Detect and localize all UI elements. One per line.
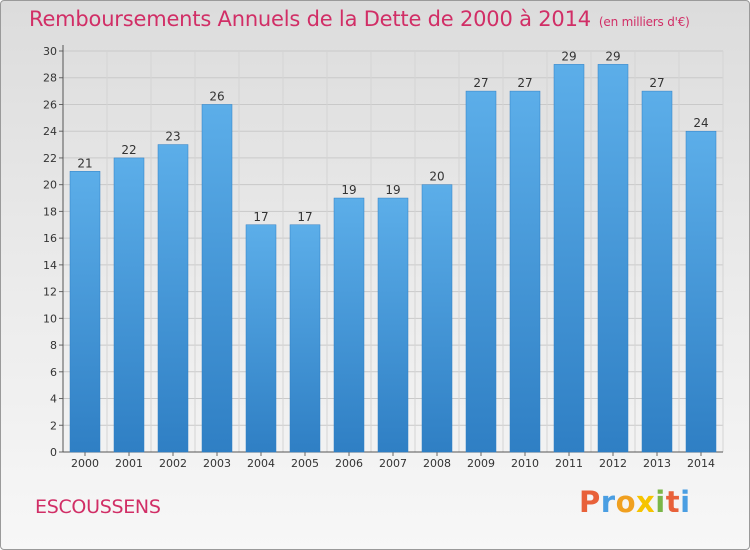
brand-letter: P bbox=[579, 485, 601, 519]
bar-2013 bbox=[641, 90, 673, 453]
y-tick-label: 10 bbox=[43, 312, 57, 325]
y-tick-label: 20 bbox=[43, 179, 57, 192]
y-tick-label: 28 bbox=[43, 72, 57, 85]
bar-2003 bbox=[201, 104, 233, 453]
bar-value-label: 29 bbox=[561, 49, 576, 63]
x-tick-label: 2009 bbox=[467, 457, 495, 470]
bar-value-label: 27 bbox=[649, 76, 664, 90]
x-tick-label: 2008 bbox=[423, 457, 451, 470]
x-tick-label: 2011 bbox=[555, 457, 583, 470]
bar-value-label: 19 bbox=[341, 183, 356, 197]
y-tick-label: 30 bbox=[43, 45, 57, 58]
y-tick-label: 24 bbox=[43, 125, 57, 138]
bar-2008 bbox=[421, 184, 453, 453]
x-tick-label: 2006 bbox=[335, 457, 363, 470]
y-tick-label: 18 bbox=[43, 205, 57, 218]
bar-2004 bbox=[245, 224, 277, 453]
y-tick-label: 16 bbox=[43, 232, 57, 245]
y-tick-label: 22 bbox=[43, 152, 57, 165]
bar-2005 bbox=[289, 224, 321, 453]
bar-2007 bbox=[377, 197, 409, 453]
brand-logo: Proxiti bbox=[579, 485, 691, 519]
bar-value-label: 22 bbox=[121, 143, 136, 157]
bar-value-label: 23 bbox=[165, 130, 180, 144]
location-name: ESCOUSSENS bbox=[35, 496, 161, 518]
x-tick-label: 2001 bbox=[115, 457, 143, 470]
x-tick-label: 2010 bbox=[511, 457, 539, 470]
brand-letter: x bbox=[636, 485, 656, 519]
x-tick-label: 2005 bbox=[291, 457, 319, 470]
x-tick-label: 2000 bbox=[71, 457, 99, 470]
bar-value-label: 17 bbox=[297, 210, 312, 224]
bar-value-label: 17 bbox=[253, 210, 268, 224]
y-tick-label: 26 bbox=[43, 98, 57, 111]
bar-2006 bbox=[333, 197, 365, 453]
y-tick-label: 4 bbox=[50, 393, 57, 406]
brand-letter: i bbox=[680, 485, 691, 519]
bar-value-label: 19 bbox=[385, 183, 400, 197]
x-tick-label: 2013 bbox=[643, 457, 671, 470]
bar-value-label: 29 bbox=[605, 49, 620, 63]
y-tick-label: 0 bbox=[50, 446, 57, 459]
brand-letter: t bbox=[665, 485, 681, 519]
bar-value-label: 27 bbox=[517, 76, 532, 90]
bar-2002 bbox=[157, 144, 189, 453]
chart-title-text: Remboursements Annuels de la Dette de 20… bbox=[29, 7, 591, 31]
y-tick-label: 8 bbox=[50, 339, 57, 352]
bar-2001 bbox=[113, 157, 145, 453]
bar-value-label: 26 bbox=[209, 89, 224, 103]
bar-2011 bbox=[553, 64, 585, 453]
y-tick-label: 6 bbox=[50, 366, 57, 379]
x-tick-label: 2002 bbox=[159, 457, 187, 470]
x-tick-label: 2012 bbox=[599, 457, 627, 470]
chart-title: Remboursements Annuels de la Dette de 20… bbox=[29, 7, 690, 31]
bar-2010 bbox=[509, 90, 541, 453]
x-tick-label: 2014 bbox=[687, 457, 715, 470]
x-tick-label: 2003 bbox=[203, 457, 231, 470]
bar-value-label: 27 bbox=[473, 76, 488, 90]
chart-unit-label: (en milliers d'€) bbox=[598, 15, 690, 29]
brand-letter: i bbox=[655, 485, 666, 519]
bar-value-label: 21 bbox=[77, 156, 92, 170]
bar-2000 bbox=[69, 171, 101, 453]
y-tick-label: 12 bbox=[43, 286, 57, 299]
bar-value-label: 20 bbox=[429, 170, 444, 184]
bar-2009 bbox=[465, 90, 497, 453]
x-tick-label: 2004 bbox=[247, 457, 275, 470]
bar-value-label: 24 bbox=[693, 116, 708, 130]
bar-2012 bbox=[597, 64, 629, 453]
y-tick-label: 14 bbox=[43, 259, 57, 272]
y-tick-label: 2 bbox=[50, 419, 57, 432]
brand-letter: r bbox=[600, 485, 616, 519]
bar-2014 bbox=[685, 130, 717, 453]
x-tick-label: 2007 bbox=[379, 457, 407, 470]
brand-letter: o bbox=[615, 485, 637, 519]
